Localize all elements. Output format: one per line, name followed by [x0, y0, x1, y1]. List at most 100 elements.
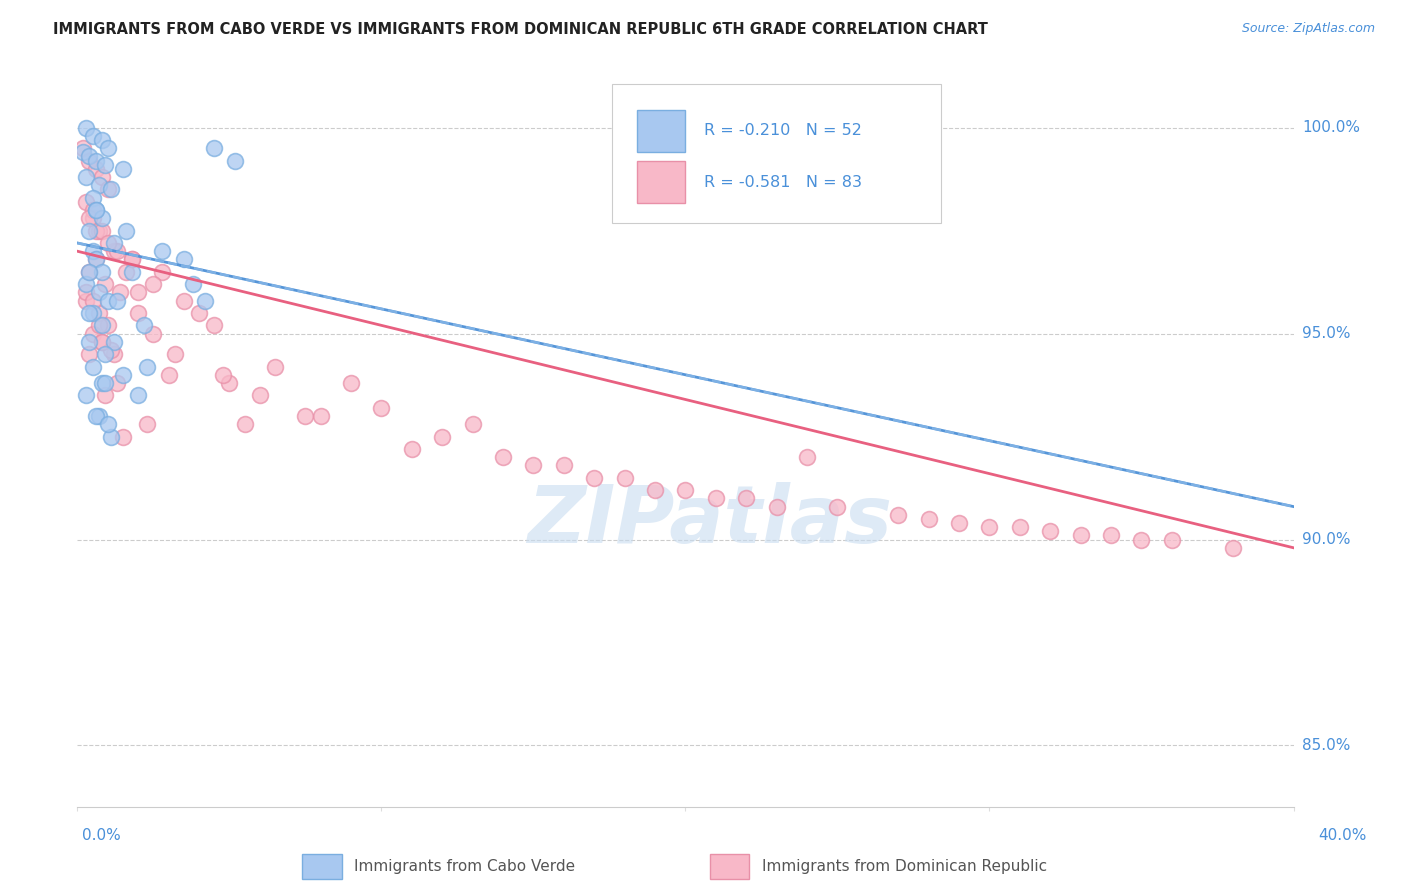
Point	[340, 376, 363, 390]
Point	[111, 429, 134, 443]
Point	[97, 318, 120, 333]
Point	[127, 285, 149, 300]
Point	[461, 417, 484, 432]
Point	[90, 334, 112, 349]
Point	[583, 471, 606, 485]
Point	[79, 306, 101, 320]
Point	[93, 277, 115, 292]
Point	[82, 128, 104, 143]
Point	[1222, 541, 1244, 555]
Text: IMMIGRANTS FROM CABO VERDE VS IMMIGRANTS FROM DOMINICAN REPUBLIC 6TH GRADE CORRE: IMMIGRANTS FROM CABO VERDE VS IMMIGRANTS…	[53, 22, 988, 37]
Bar	[710, 854, 749, 879]
Point	[121, 252, 143, 267]
Point	[142, 326, 165, 341]
Point	[111, 368, 134, 382]
Text: ZIPatlas: ZIPatlas	[527, 482, 893, 560]
Point	[97, 141, 120, 155]
Point	[84, 202, 107, 217]
Point	[157, 368, 180, 382]
Point	[100, 343, 122, 357]
Point	[121, 265, 143, 279]
Point	[84, 161, 107, 176]
Point	[93, 347, 115, 361]
Point	[979, 520, 1001, 534]
Point	[84, 252, 107, 267]
Point	[249, 388, 271, 402]
Point	[75, 293, 97, 308]
Point	[188, 306, 211, 320]
Point	[1161, 533, 1184, 547]
Point	[887, 508, 910, 522]
Text: Source: ZipAtlas.com: Source: ZipAtlas.com	[1241, 22, 1375, 36]
Point	[430, 429, 453, 443]
Point	[82, 191, 104, 205]
Point	[75, 388, 97, 402]
Point	[173, 252, 195, 267]
Point	[75, 285, 97, 300]
Point	[79, 334, 101, 349]
Point	[82, 306, 104, 320]
Point	[181, 277, 204, 292]
Point	[84, 409, 107, 423]
Point	[93, 158, 115, 172]
Text: 100.0%: 100.0%	[1302, 120, 1360, 136]
FancyBboxPatch shape	[613, 84, 941, 223]
Point	[1130, 533, 1153, 547]
Point	[90, 133, 112, 147]
Point	[105, 293, 128, 308]
Point	[84, 224, 107, 238]
Point	[103, 244, 125, 259]
Point	[111, 161, 134, 176]
Point	[90, 376, 112, 390]
Point	[72, 141, 94, 155]
Point	[79, 347, 101, 361]
Point	[79, 211, 101, 226]
Point	[82, 211, 104, 226]
Point	[84, 153, 107, 168]
Point	[1099, 528, 1122, 542]
Point	[103, 235, 125, 250]
Point	[735, 491, 758, 506]
Point	[173, 293, 195, 308]
Point	[1070, 528, 1092, 542]
Point	[105, 376, 128, 390]
Point	[72, 145, 94, 160]
Point	[704, 491, 727, 506]
Point	[90, 334, 112, 349]
Point	[218, 376, 240, 390]
Point	[103, 334, 125, 349]
FancyBboxPatch shape	[637, 110, 686, 152]
Point	[87, 318, 110, 333]
Point	[142, 277, 165, 292]
Point	[115, 224, 138, 238]
Point	[202, 318, 225, 333]
Point	[675, 483, 697, 497]
Point	[233, 417, 256, 432]
Point	[90, 265, 112, 279]
Point	[100, 429, 122, 443]
Text: Immigrants from Dominican Republic: Immigrants from Dominican Republic	[762, 859, 1047, 873]
Point	[827, 500, 849, 514]
Point	[79, 153, 101, 168]
Point	[90, 318, 112, 333]
Point	[79, 265, 101, 279]
Point	[121, 252, 143, 267]
Text: 90.0%: 90.0%	[1302, 532, 1350, 547]
Point	[87, 285, 110, 300]
Point	[152, 244, 174, 259]
Point	[202, 141, 225, 155]
Point	[87, 306, 110, 320]
Text: 0.0%: 0.0%	[82, 829, 121, 843]
Point	[84, 202, 107, 217]
Point	[918, 512, 941, 526]
Point	[79, 224, 101, 238]
Point	[75, 277, 97, 292]
Point	[87, 409, 110, 423]
Point	[79, 265, 101, 279]
Point	[1039, 524, 1062, 539]
Point	[90, 224, 112, 238]
Text: R = -0.581   N = 83: R = -0.581 N = 83	[703, 175, 862, 189]
Text: Immigrants from Cabo Verde: Immigrants from Cabo Verde	[354, 859, 575, 873]
Point	[79, 149, 101, 163]
Point	[75, 170, 97, 185]
